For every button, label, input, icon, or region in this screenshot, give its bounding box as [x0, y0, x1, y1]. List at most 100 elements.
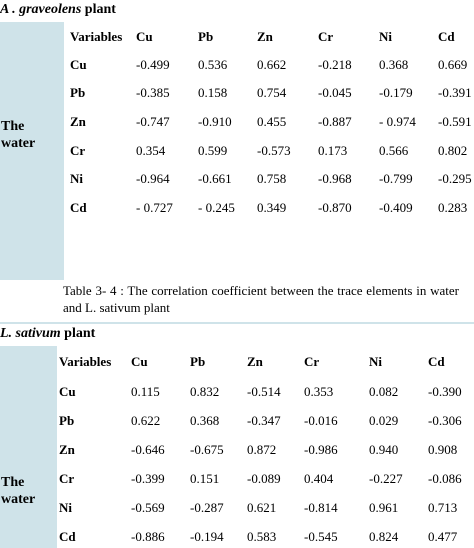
header-cell: Variables — [70, 29, 123, 44]
title-suffix: plant — [81, 2, 116, 17]
table-cell: 0.029 — [369, 413, 399, 428]
table-cell: 0.622 — [131, 413, 161, 428]
row-label: Pb — [70, 85, 86, 100]
row-group-label-line2: water — [1, 136, 36, 151]
table-cell: -0.409 — [379, 200, 413, 215]
row-label: Cr — [70, 143, 86, 158]
table-cell: 0.832 — [190, 384, 220, 399]
row-group-label-line1: The — [1, 475, 25, 490]
table-cell: 0.158 — [198, 85, 228, 100]
header-cell: Ni — [369, 354, 382, 369]
table-cell: -0.179 — [379, 85, 413, 100]
table-cell: 0.872 — [247, 442, 277, 457]
table-cell: - 0.727 — [136, 200, 173, 215]
table-cell: 0.754 — [257, 85, 287, 100]
table-cell: 0.404 — [304, 471, 334, 486]
table-cell: 0.961 — [369, 500, 399, 515]
row-label: Pb — [59, 413, 75, 428]
table-cell: -0.391 — [438, 85, 472, 100]
header-cell: Cu — [131, 354, 148, 369]
header-cell: Variables — [59, 354, 112, 369]
table-cell: -0.045 — [318, 85, 352, 100]
table-cell: 0.455 — [257, 114, 287, 129]
row-label: Ni — [59, 500, 72, 515]
table-cell: -0.385 — [136, 85, 170, 100]
header-cell: Cu — [136, 29, 153, 44]
sativum-table-block: L. sativum plant The water Variables Cu … — [0, 322, 474, 548]
table-cell: 0.349 — [257, 200, 287, 215]
table-cell: 0.940 — [369, 442, 399, 457]
row-label: Zn — [70, 114, 86, 129]
table-cell: -0.964 — [136, 171, 170, 186]
header-cell: Pb — [198, 29, 214, 44]
table-cell: -0.986 — [304, 442, 338, 457]
row-group-label-line1: The — [1, 119, 25, 134]
table-cell: -0.499 — [136, 57, 170, 72]
graveolens-table-block: A . graveolens plant The water Variables… — [0, 0, 474, 280]
table-cell: -0.514 — [247, 384, 281, 399]
table-cell: -0.194 — [190, 529, 224, 544]
row-group-label-line2: water — [1, 492, 36, 507]
header-cell: Cr — [318, 29, 334, 44]
table-cell: -0.086 — [428, 471, 462, 486]
table-cell: -0.573 — [257, 143, 291, 158]
row-group-label: The water — [0, 474, 63, 508]
table-cell: 0.662 — [257, 57, 287, 72]
row-label: Zn — [59, 442, 75, 457]
table-cell: 0.354 — [136, 143, 166, 158]
header-cell: Cd — [438, 29, 455, 44]
header-cell: Pb — [190, 354, 206, 369]
table-cell: -0.747 — [136, 114, 170, 129]
row-label: Cu — [59, 384, 76, 399]
row-label: Cd — [59, 529, 76, 544]
table-caption: Table 3- 4 : The correlation coefficient… — [63, 283, 459, 315]
table-cell: - 0.245 — [198, 200, 235, 215]
table-cell: -0.910 — [198, 114, 232, 129]
table-cell: 0.151 — [190, 471, 220, 486]
table-cell: -0.390 — [428, 384, 462, 399]
table-cell: 0.621 — [247, 500, 277, 515]
table-cell: 0.599 — [198, 143, 228, 158]
title-species: . graveolens — [8, 2, 82, 17]
row-label: Ni — [70, 171, 83, 186]
sativum-correlation-table: Variables Cu Pb Zn Cr Ni Cd Cu 0.115 0.8… — [57, 346, 474, 548]
table-cell: 0.353 — [304, 384, 334, 399]
table-cell: -0.886 — [131, 529, 165, 544]
table-cell: -0.799 — [379, 171, 413, 186]
title-species: L. sativum — [0, 326, 61, 341]
table-cell: 0.368 — [379, 57, 409, 72]
table-cell: 0.802 — [438, 143, 468, 158]
row-label: Cd — [70, 200, 87, 215]
table-cell: 0.173 — [318, 143, 348, 158]
table-cell: -0.399 — [131, 471, 165, 486]
table-cell: 0.908 — [428, 442, 458, 457]
row-label: Cr — [59, 471, 75, 486]
table-cell: -0.227 — [369, 471, 403, 486]
table-cell: -0.870 — [318, 200, 352, 215]
title-prefix: A — [0, 2, 9, 17]
table-cell: -0.287 — [190, 500, 224, 515]
header-cell: Zn — [257, 29, 273, 44]
table-cell: 0.115 — [131, 384, 160, 399]
graveolens-correlation-table: Variables Cu Pb Zn Cr Ni Cd Cu -0.499 0.… — [64, 22, 474, 280]
table-cell: 0.713 — [428, 500, 458, 515]
table-cell: 0.477 — [428, 529, 458, 544]
table-cell: -0.814 — [304, 500, 338, 515]
table-cell: -0.306 — [428, 413, 462, 428]
table-cell: -0.887 — [318, 114, 352, 129]
table-cell: 0.758 — [257, 171, 287, 186]
table-cell: 0.536 — [198, 57, 228, 72]
table-cell: - 0.974 — [379, 114, 416, 129]
table-cell: -0.968 — [318, 171, 352, 186]
table-cell: -0.661 — [198, 171, 232, 186]
table-cell: -0.218 — [318, 57, 352, 72]
table-cell: -0.545 — [304, 529, 338, 544]
row-group-label: The water — [0, 118, 63, 152]
table-cell: 0.566 — [379, 143, 409, 158]
table-cell: 0.583 — [247, 529, 277, 544]
table-cell: 0.669 — [438, 57, 468, 72]
table-cell: -0.347 — [247, 413, 281, 428]
table-cell: -0.646 — [131, 442, 165, 457]
table-cell: -0.569 — [131, 500, 165, 515]
table-cell: -0.295 — [438, 171, 472, 186]
